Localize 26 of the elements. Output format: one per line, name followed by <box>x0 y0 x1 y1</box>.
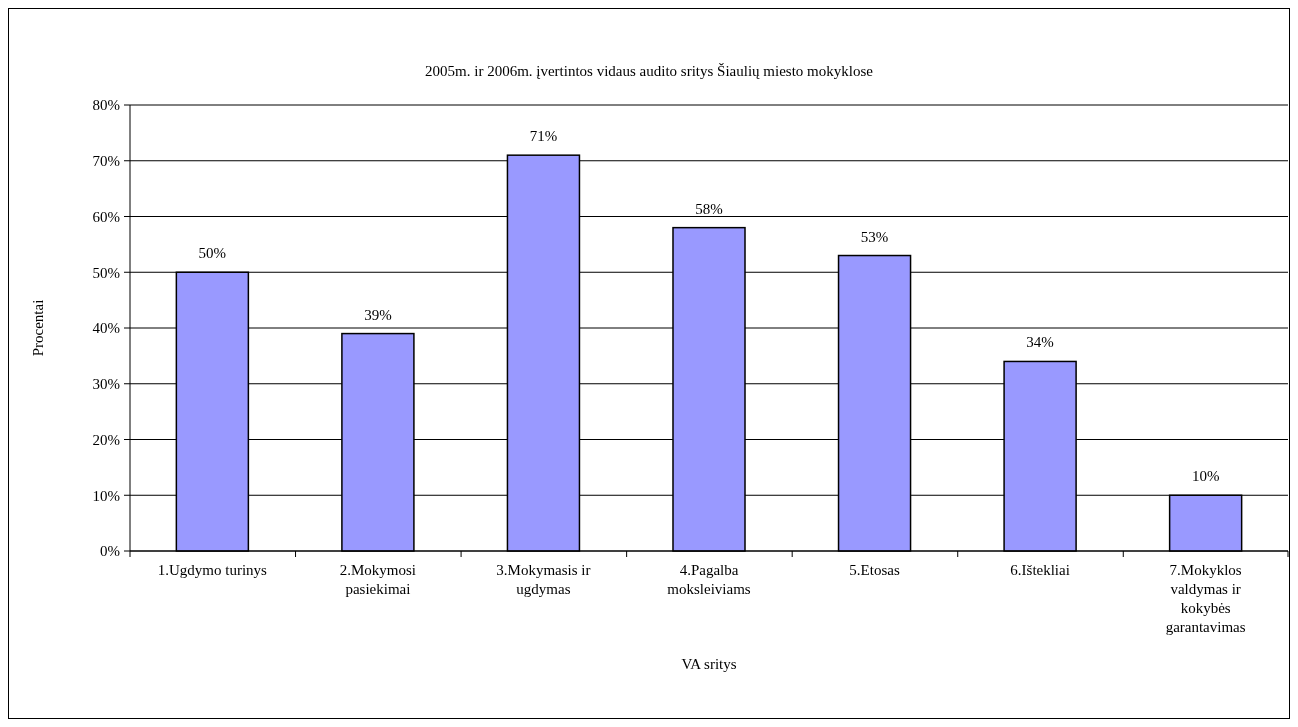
data-label: 34% <box>1026 334 1054 351</box>
x-tick-label: 1.Ugdymo turinys <box>157 562 268 578</box>
x-tick-label: 2.Mokymosi pasiekimai <box>339 562 417 597</box>
y-tick-label: 30% <box>92 376 120 392</box>
x-tick-label: 6.Ištekliai <box>1010 562 1070 578</box>
y-tick-label: 20% <box>92 431 120 448</box>
data-label: 50% <box>198 245 227 262</box>
y-tick-label: 80% <box>92 97 120 114</box>
x-tick-label: 4.Pagalba moksleiviams <box>667 562 751 597</box>
x-tick-label: 7.Mokyklos valdymas ir kokybės garantavimas <box>1165 562 1246 635</box>
y-axis-title: Procentai <box>30 299 46 357</box>
data-label: 39% <box>364 306 392 323</box>
y-tick-label: 60% <box>92 208 120 225</box>
data-label: 53% <box>860 228 889 245</box>
x-tick-label: 3.Mokymasis ir ugdymas <box>496 562 591 597</box>
y-tick-label: 40% <box>92 320 120 337</box>
y-tick-label: 50% <box>92 264 120 281</box>
x-axis-title: VA sritys <box>681 656 737 672</box>
y-tick-label: 10% <box>92 487 120 504</box>
data-label: 71% <box>529 128 558 145</box>
chart-title: 2005m. ir 2006m. įvertintos vidaus audito sritys Šiaulių miesto mokyklose <box>425 63 874 79</box>
y-tick-label: 0% <box>100 543 120 560</box>
data-label: 10% <box>1191 468 1220 485</box>
y-tick-label: 70% <box>92 153 120 169</box>
data-label: 58% <box>695 200 723 217</box>
x-tick-label: 5.Etosas <box>849 562 900 578</box>
